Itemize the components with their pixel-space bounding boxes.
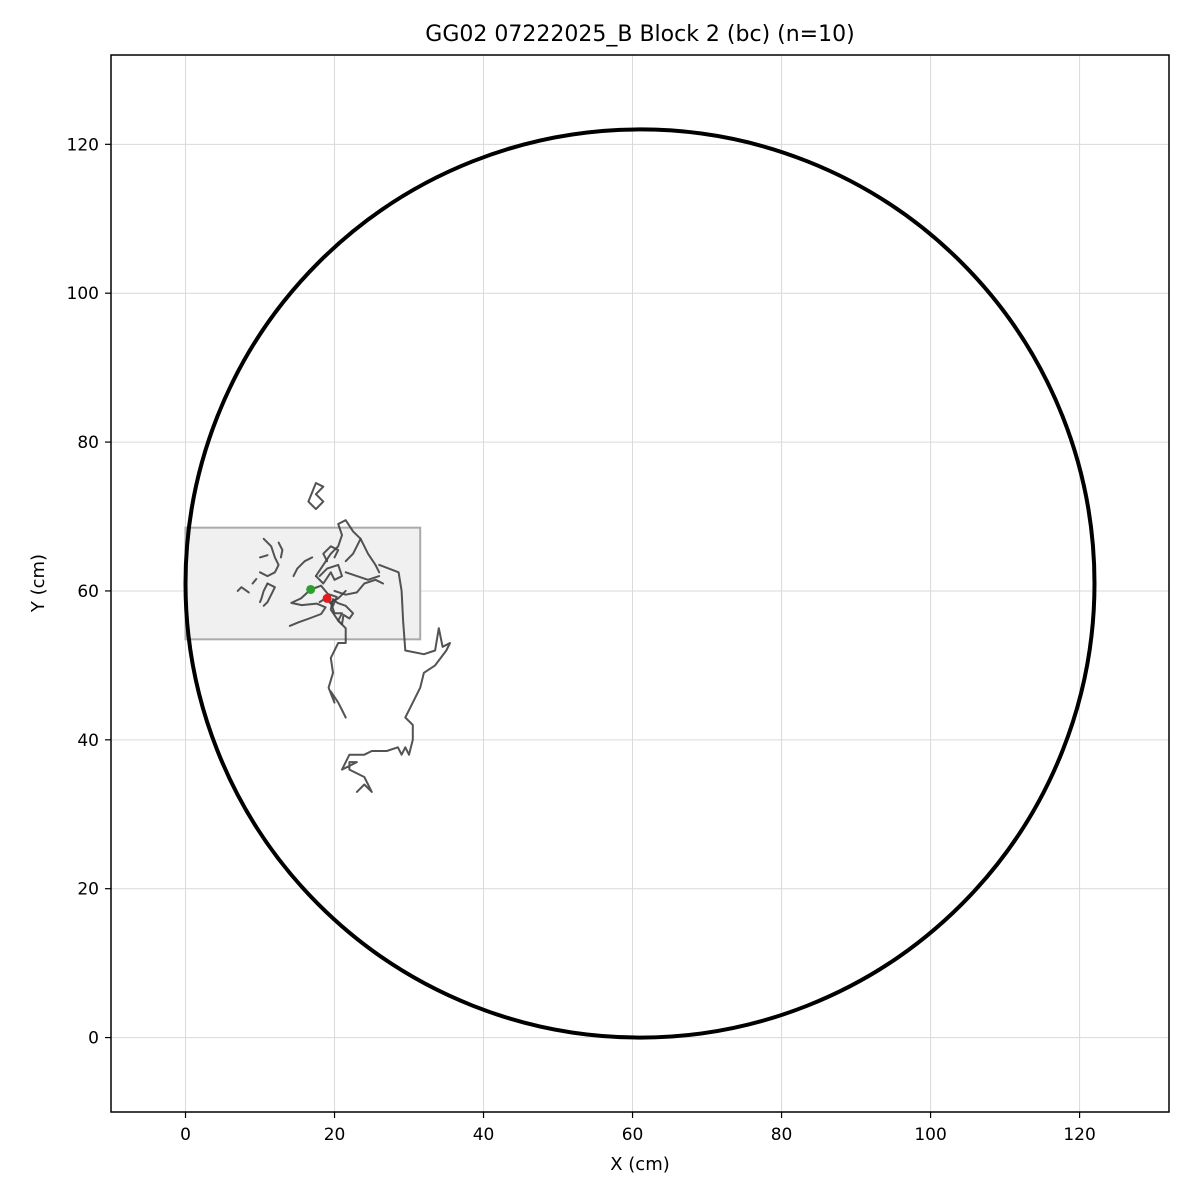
zone-rectangle (184, 526, 422, 641)
x-tick-label: 40 (473, 1125, 495, 1145)
x-tick-label: 20 (324, 1125, 346, 1145)
chart-title: GG02 07222025_B Block 2 (bc) (n=10) (425, 22, 854, 47)
trajectory-line (327, 589, 347, 719)
y-tick-label: 100 (67, 284, 99, 304)
x-tick-label: 60 (622, 1125, 644, 1145)
trajectory-line (322, 545, 340, 563)
y-tick-label: 20 (77, 880, 99, 900)
trajectory-line (341, 563, 451, 793)
arena-circle (183, 127, 1097, 1040)
trajectory-line (262, 582, 276, 607)
trajectory-line (333, 578, 384, 596)
y-axis-label: Y (cm) (28, 554, 49, 613)
trajectory-line (259, 537, 280, 578)
trajectory-line (277, 541, 284, 559)
x-tick-label: 80 (771, 1125, 793, 1145)
x-tick-label: 100 (914, 1125, 946, 1145)
trajectory-line (314, 519, 362, 578)
trajectory-line (259, 554, 269, 559)
position-marker (306, 584, 316, 594)
position-marker (322, 593, 332, 603)
y-tick-label: 80 (77, 433, 99, 453)
trajectory-line (329, 598, 355, 626)
y-tick-label: 120 (67, 135, 99, 155)
trajectory-line (292, 556, 314, 578)
trajectory-line (344, 571, 381, 581)
x-axis-label: X (cm) (610, 1154, 670, 1175)
plot-area: 0 20 40 60 80 100 120 0 20 40 60 80 100 120 (67, 54, 1170, 1145)
trajectory-line (314, 563, 343, 585)
trajectory-line (259, 582, 269, 604)
trajectory-line (307, 482, 325, 511)
x-tick-label: 0 (180, 1125, 191, 1145)
trajectory-line (359, 537, 381, 574)
y-tick-label: 60 (77, 582, 99, 602)
y-tick-label: 0 (88, 1029, 99, 1049)
trajectory-line (236, 586, 250, 594)
x-tick-label: 120 (1063, 1125, 1095, 1145)
y-tick-label: 40 (77, 731, 99, 751)
axes-frame (110, 54, 1170, 1113)
trajectory-line (251, 578, 258, 585)
